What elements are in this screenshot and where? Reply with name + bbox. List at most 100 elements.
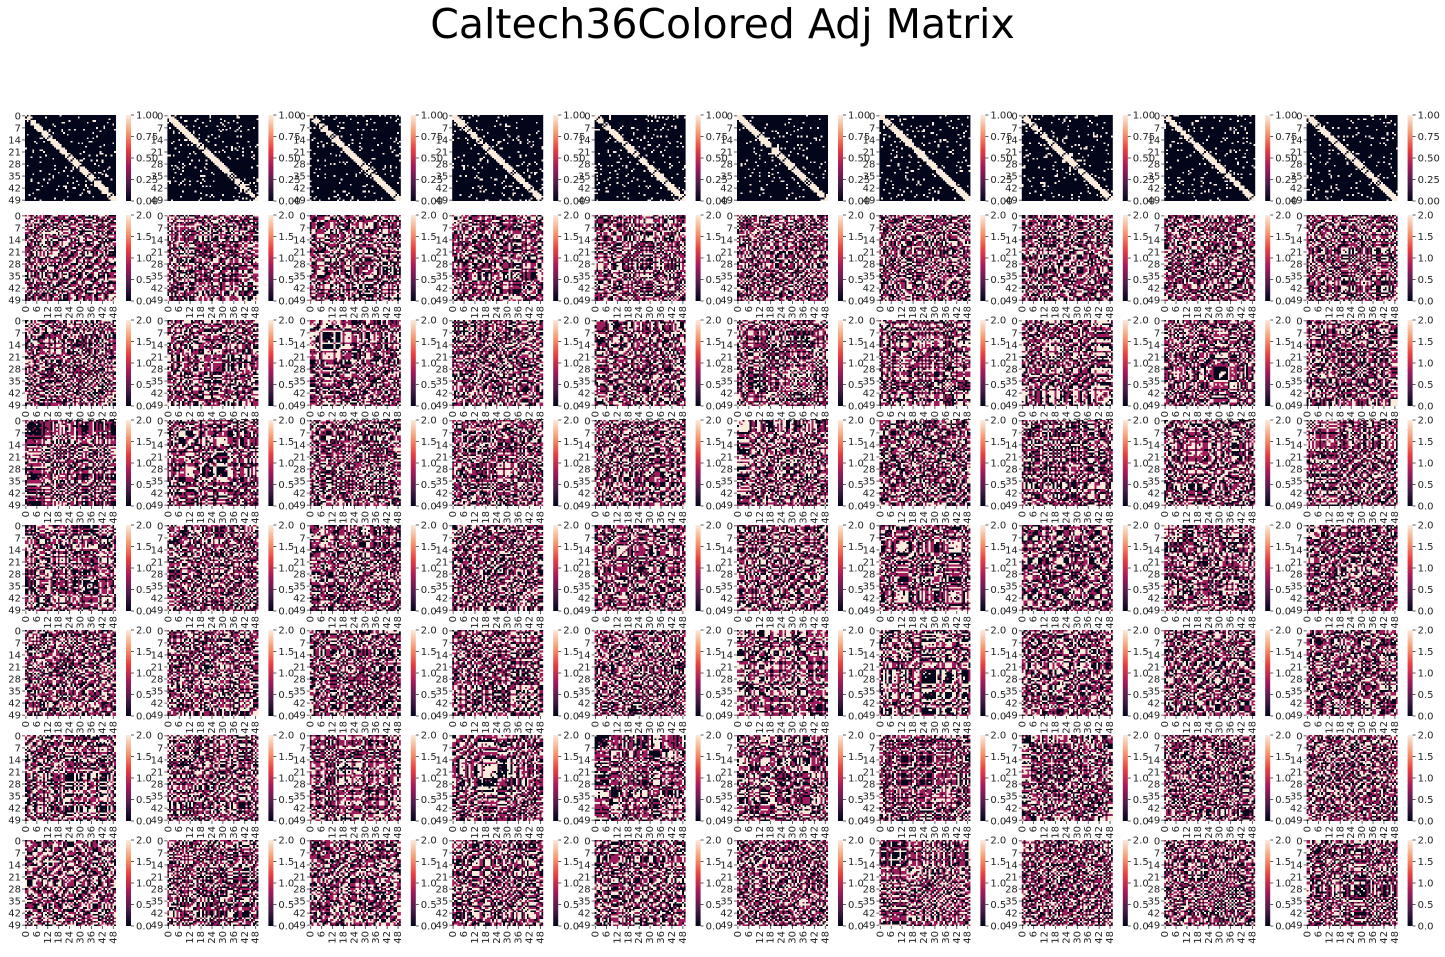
x-tick-label: 0	[875, 721, 886, 727]
colorbar-tick-label: 1.0	[1275, 359, 1291, 370]
colorbar-tick-label: 0.0	[136, 607, 152, 618]
colorbar-tick-label: 1.5	[848, 647, 864, 658]
x-tick-label: 6	[32, 721, 43, 727]
x-tick-label: 18	[1050, 511, 1061, 524]
y-tick-label: 35	[720, 272, 733, 283]
colorbar-tick-label: 2.0	[848, 521, 864, 532]
colorbar-tick-label: 2.0	[990, 836, 1006, 847]
colorbar-tick-label: 1.0	[278, 459, 294, 470]
colorbar-tick-label: 0.25	[848, 175, 870, 186]
y-tick-label: 28	[293, 780, 306, 791]
y-tick-label: 35	[1005, 172, 1018, 183]
colorbar-tick-label: 0.0	[1275, 402, 1291, 413]
y-tick-label: 35	[435, 377, 448, 388]
colorbar-tick-label: 1.5	[563, 337, 579, 348]
y-tick-label: 7	[157, 123, 163, 134]
y-tick-label: 7	[1154, 743, 1160, 754]
colorbar	[268, 115, 274, 201]
y-tick-label: 35	[863, 377, 876, 388]
y-tick-label: 7	[442, 328, 448, 339]
heatmap-cells	[1164, 115, 1256, 201]
colorbar	[838, 840, 843, 926]
y-tick-label: 35	[720, 377, 733, 388]
colorbar	[1265, 840, 1271, 926]
colorbar-tick-label: 2.0	[421, 626, 437, 637]
colorbar-tick-label: 0.5	[1418, 690, 1434, 701]
y-tick-label: 35	[1005, 582, 1018, 593]
colorbar	[410, 840, 416, 926]
heatmap-cells	[1164, 735, 1256, 821]
x-tick-label: 6	[744, 306, 755, 312]
x-tick-label: 30	[1357, 931, 1368, 944]
y-tick-label: 21	[863, 557, 876, 568]
x-tick-label: 12	[1182, 306, 1193, 319]
colorbar-tick-label: 1.0	[1418, 254, 1434, 265]
y-tick-label: 49	[578, 921, 591, 932]
x-tick-label: 36	[798, 616, 809, 629]
y-tick-label: 42	[863, 699, 876, 710]
y-tick-label: 49	[8, 196, 21, 207]
y-tick-label: 42	[720, 804, 733, 815]
x-tick-label: 48	[535, 411, 546, 424]
heatmap-cells	[1021, 840, 1113, 926]
x-tick-label: 18	[908, 721, 919, 734]
x-tick-label: 6	[1029, 721, 1040, 727]
y-tick-label: 49	[720, 296, 733, 307]
y-tick-label: 7	[869, 223, 875, 234]
x-tick-label: 12	[1324, 511, 1335, 524]
y-tick-label: 35	[8, 897, 21, 908]
y-tick-label: 7	[15, 428, 21, 439]
x-tick-label: 12	[1324, 721, 1335, 734]
heatmap-cells	[25, 320, 116, 406]
heatmap-cells	[879, 115, 971, 201]
colorbar-tick-label: 0.5	[278, 900, 294, 911]
x-tick-label: 18	[481, 616, 492, 629]
y-tick-label: 35	[293, 272, 306, 283]
x-tick-label: 6	[459, 306, 470, 312]
colorbar-tick-label: 0.0	[136, 502, 152, 513]
y-tick-label: 0	[157, 316, 163, 327]
y-tick-label: 35	[435, 272, 448, 283]
colorbar-tick-label: 1.5	[136, 752, 152, 763]
heatmap-cells	[25, 115, 116, 201]
y-tick-label: 28	[578, 570, 591, 581]
y-tick-label: 35	[435, 172, 448, 183]
x-tick-label: 24	[919, 616, 930, 629]
colorbar	[1265, 115, 1271, 201]
colorbar-tick-label: 1.0	[421, 254, 437, 265]
colorbar	[1122, 320, 1128, 406]
colorbar-tick-label: 0.00	[848, 197, 870, 208]
colorbar-tick-label: 0.5	[563, 795, 579, 806]
colorbar-tick-label: 1.5	[706, 647, 722, 658]
y-tick-label: 7	[157, 328, 163, 339]
x-tick-label: 30	[788, 411, 799, 424]
x-tick-label: 42	[1379, 826, 1390, 839]
x-tick-label: 12	[185, 511, 196, 524]
colorbar-tick-label: 0.5	[1275, 900, 1291, 911]
colorbar-tick-label: 0.5	[706, 480, 722, 491]
colorbar-tick-label: 0.00	[1275, 197, 1297, 208]
y-tick-label: 28	[151, 365, 164, 376]
y-tick-label: 7	[299, 328, 305, 339]
y-tick-label: 49	[578, 196, 591, 207]
y-tick-label: 49	[1290, 401, 1303, 412]
y-tick-label: 21	[863, 147, 876, 158]
colorbar-tick-label: 0.0	[1275, 712, 1291, 723]
x-tick-label: 48	[678, 306, 689, 319]
y-tick-label: 28	[1005, 675, 1018, 686]
y-tick-label: 28	[1147, 675, 1160, 686]
y-tick-label: 0	[15, 316, 21, 327]
colorbar-tick-label: 0.0	[1133, 402, 1149, 413]
y-tick-label: 21	[151, 352, 164, 363]
y-tick-label: 0	[1154, 316, 1160, 327]
x-tick-label: 0	[1160, 826, 1171, 832]
colorbar	[1407, 320, 1413, 406]
x-tick-label: 6	[32, 306, 43, 312]
colorbar-tick-label: 0.5	[1133, 900, 1149, 911]
colorbar-tick-label: 0.50	[1418, 154, 1440, 165]
y-tick-label: 42	[1147, 699, 1160, 710]
x-tick-label: 12	[185, 826, 196, 839]
